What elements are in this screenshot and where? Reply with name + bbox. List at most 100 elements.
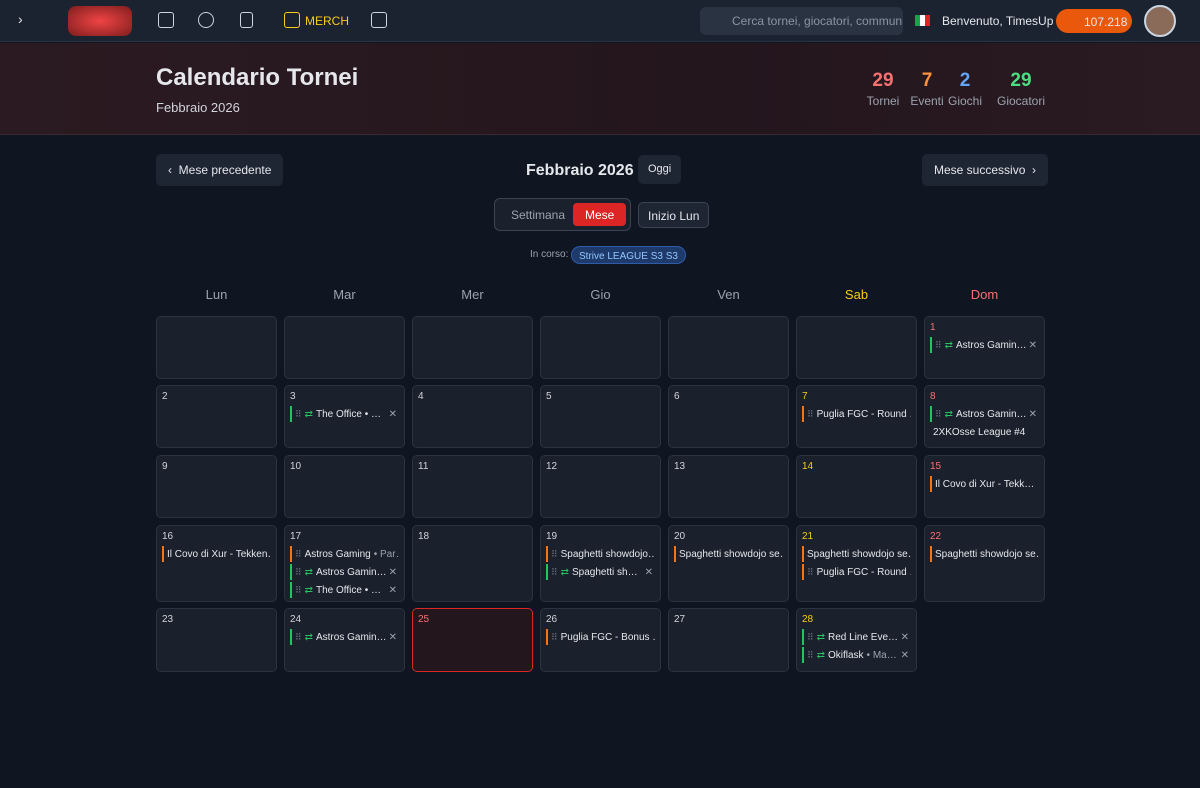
day-cell[interactable]: 13 — [668, 455, 789, 518]
stat-value: 7 — [921, 70, 933, 91]
event[interactable]: Spaghetti showdojo se… — [674, 546, 783, 562]
weekday: Mar — [333, 287, 356, 302]
day-cell[interactable]: 7 ⠿ Puglia FGC - Round … — [796, 385, 917, 448]
day-cell[interactable]: 17⠿Astros Gaming• Par…⠿⇄Astros Gamin…✕⠿⇄… — [284, 525, 405, 602]
view-option[interactable]: Settimana — [511, 208, 566, 222]
day-number: 25 — [418, 614, 430, 625]
stat-label: Tornei — [866, 94, 900, 108]
day-cell[interactable]: 21 Spaghetti showdojo se… ⠿ Puglia FGC - Ro… — [796, 525, 917, 602]
event-bar — [290, 546, 292, 562]
day-cell[interactable] — [284, 316, 405, 379]
event[interactable]: ⠿ ⇄ Astros Gamin… ✕ — [930, 406, 1039, 422]
event-bar — [546, 564, 548, 580]
remove-event[interactable]: ✕ — [900, 649, 909, 661]
stat-value: 2 — [959, 70, 971, 91]
welcome: Benvenuto, TimesUp — [942, 14, 1054, 28]
day-cell[interactable] — [156, 316, 277, 379]
day-cell[interactable]: 4 — [412, 385, 533, 448]
day-cell[interactable]: 9 — [156, 455, 277, 518]
docs-icon[interactable] — [240, 12, 253, 28]
search-box[interactable]: Cerca tornei, giocatori, community — [700, 7, 903, 35]
prev-month[interactable]: ‹ Mese precedente — [156, 154, 284, 186]
event[interactable]: ⠿Astros Gaming• Par… — [290, 546, 399, 562]
coins[interactable]: 107.218 — [1056, 9, 1132, 33]
day-cell[interactable]: 1 ⠿ ⇄ Astros Gamin… ✕ — [924, 316, 1045, 379]
merch-link[interactable]: MERCH — [305, 14, 349, 28]
day-cell[interactable]: 22 Spaghetti showdojo se… — [924, 525, 1045, 602]
day-cell[interactable]: 2 — [156, 385, 277, 448]
event[interactable]: ⠿ ⇄ Red Line Eve… ✕ — [802, 629, 911, 645]
today-button[interactable]: Oggi — [638, 155, 682, 184]
day-cell[interactable]: 25 — [412, 608, 533, 672]
remove-event[interactable]: ✕ — [388, 584, 397, 596]
day-cell[interactable]: 10 — [284, 455, 405, 518]
remove-event[interactable]: ✕ — [388, 566, 397, 578]
event[interactable]: 2XKOsse League #4 — [930, 424, 1039, 440]
day-number: 15 — [930, 461, 942, 472]
event[interactable]: ⠿ ⇄ Okiflask • Ma… ✕ — [802, 647, 911, 663]
event[interactable]: ⠿ ⇄ Astros Gamin… ✕ — [290, 629, 399, 645]
map-icon[interactable] — [198, 12, 214, 28]
event[interactable]: ⠿ Puglia FGC - Round … — [802, 564, 911, 580]
event-title: Astros Gamin… — [955, 339, 1027, 351]
day-cell[interactable]: 27 — [668, 608, 789, 672]
event[interactable]: ⠿ ⇄ Astros Gamin… ✕ — [290, 564, 399, 580]
calendar-icon[interactable] — [158, 12, 174, 28]
view-option[interactable]: Mese — [573, 203, 627, 226]
remove-event[interactable]: ✕ — [388, 631, 397, 643]
day-cell[interactable]: 11 — [412, 455, 533, 518]
next-month[interactable]: Mese successivo › — [922, 154, 1049, 186]
day-cell[interactable]: 23 — [156, 608, 277, 672]
avatar[interactable] — [1144, 5, 1176, 37]
day-cell[interactable]: 18 — [412, 525, 533, 602]
stat: 2 Giochi — [935, 70, 995, 110]
event[interactable]: ⠿ ⇄ The Office • … ✕ — [290, 406, 399, 422]
remove-event[interactable]: ✕ — [1028, 339, 1037, 351]
day-cell[interactable]: 14 — [796, 455, 917, 518]
day-cell[interactable]: 28 ⠿ ⇄ Red Line Eve… ✕ ⠿ ⇄ Okiflask • Ma… ✕ — [796, 608, 917, 672]
event-title: Spaghetti sh… — [571, 566, 638, 578]
day-cell[interactable] — [540, 316, 661, 379]
remove-event[interactable]: ✕ — [900, 631, 909, 643]
event[interactable]: ⠿ ⇄ The Office • … ✕ — [290, 582, 399, 598]
day-cell[interactable] — [668, 316, 789, 379]
event[interactable]: ⠿ Puglia FGC - Round … — [802, 406, 911, 422]
weekday: Dom — [970, 287, 999, 302]
event[interactable]: ⠿ Spaghetti showdojo… — [546, 546, 655, 562]
event[interactable]: Spaghetti showdojo se… — [802, 546, 911, 562]
remove-event[interactable]: ✕ — [644, 566, 653, 578]
day-cell[interactable]: 5 — [540, 385, 661, 448]
flag[interactable] — [915, 15, 930, 26]
event[interactable]: ⠿ ⇄ Spaghetti sh… ✕ — [546, 564, 655, 580]
event[interactable]: Spaghetti showdojo se… — [930, 546, 1039, 562]
merch-icon[interactable] — [284, 12, 300, 28]
week-start[interactable]: Inizio Lun — [638, 202, 710, 228]
day-cell[interactable]: 12 — [540, 455, 661, 518]
event[interactable]: ⠿ Puglia FGC - Bonus … — [546, 629, 655, 645]
sidebar-toggle[interactable]: › — [18, 11, 23, 27]
day-cell[interactable] — [412, 316, 533, 379]
day-cell[interactable]: 6 — [668, 385, 789, 448]
event-title: Okiflask — [827, 649, 864, 661]
day-cell[interactable]: 8 ⠿ ⇄ Astros Gamin… ✕ 2XKOsse League #4 — [924, 385, 1045, 448]
ongoing-tag[interactable]: Strive LEAGUE S3 S3 — [571, 246, 686, 264]
logo[interactable] — [68, 6, 132, 36]
day-cell[interactable]: 3 ⠿ ⇄ The Office • … ✕ — [284, 385, 405, 448]
day-cell[interactable]: 26 ⠿ Puglia FGC - Bonus … — [540, 608, 661, 672]
remove-event[interactable]: ✕ — [388, 408, 397, 420]
chat-icon[interactable] — [371, 12, 387, 28]
day-number: 2 — [162, 391, 168, 402]
day-cell[interactable]: 19 ⠿ Spaghetti showdojo… ⠿ ⇄ Spaghetti sh… ✕ — [540, 525, 661, 602]
day-number: 16 — [162, 531, 174, 542]
event-sub: • Ma… — [866, 649, 897, 661]
event[interactable]: Il Covo di Xur - Tekken… — [162, 546, 271, 562]
day-cell[interactable]: 24 ⠿ ⇄ Astros Gamin… ✕ — [284, 608, 405, 672]
day-cell[interactable] — [796, 316, 917, 379]
day-cell[interactable]: 20 Spaghetti showdojo se… — [668, 525, 789, 602]
drag-handle: ⠿ — [807, 566, 814, 577]
event[interactable]: ⠿ ⇄ Astros Gamin… ✕ — [930, 337, 1039, 353]
event[interactable]: Il Covo di Xur - Tekk… — [930, 476, 1039, 492]
day-cell[interactable]: 16 Il Covo di Xur - Tekken… — [156, 525, 277, 602]
remove-event[interactable]: ✕ — [1028, 408, 1037, 420]
day-cell[interactable]: 15 Il Covo di Xur - Tekk… — [924, 455, 1045, 518]
